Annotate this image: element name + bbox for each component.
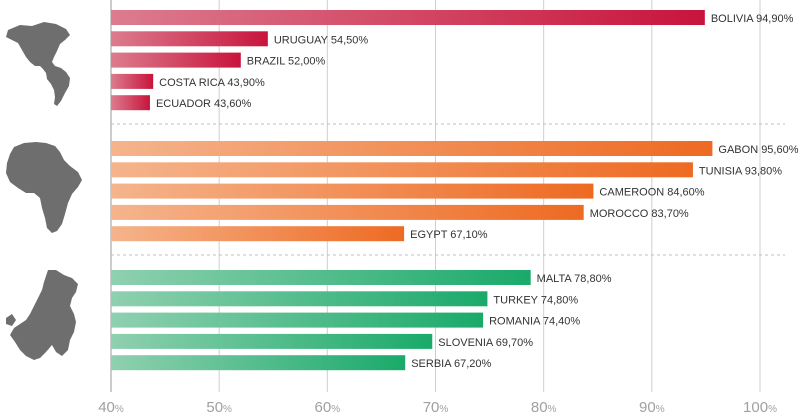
bar-value-label: BOLIVIA 94,90% (711, 13, 794, 25)
bar-value-label: EGYPT 67,10% (410, 229, 488, 241)
x-tick-label: 40% (98, 399, 124, 413)
x-tick-label: 100% (743, 399, 777, 413)
bar-value-label: CAMEROON 84,60% (599, 187, 704, 199)
bar-value-label: ECUADOR 43,60% (156, 98, 252, 110)
region-icons (6, 22, 82, 360)
americas-map-icon (6, 22, 70, 106)
bar-costa-rica (111, 73, 154, 89)
bar-value-label: ROMANIA 74,40% (489, 316, 580, 328)
x-tick-label: 80% (531, 399, 557, 413)
group-separators (111, 123, 785, 256)
bar-value-label: BRAZIL 52,00% (247, 56, 326, 68)
bar-brazil (111, 52, 241, 68)
bar-serbia (111, 355, 406, 371)
bar-value-label: GABON 95,60% (718, 144, 798, 156)
x-tick-label: 60% (315, 399, 341, 413)
bar-uruguay (111, 31, 268, 47)
bar-gabon (111, 141, 713, 156)
x-tick-label: 50% (206, 399, 232, 413)
bar-egypt (111, 226, 405, 242)
x-tick-label: 70% (423, 399, 449, 413)
bar-value-label: SERBIA 67,20% (411, 358, 491, 370)
bar-value-labels: BOLIVIA 94,90% URUGUAY 54,50% BRAZIL 52,00… (156, 13, 799, 370)
bar-value-label: TUNISIA 93,80% (699, 165, 782, 177)
bar-value-label: TURKEY 74,80% (493, 294, 578, 306)
bar-value-label: SLOVENIA 69,70% (438, 337, 533, 349)
bar-value-label: MOROCCO 83,70% (590, 208, 689, 220)
bar-cameroon (111, 183, 594, 199)
bar-value-label: COSTA RICA 43,90% (159, 77, 265, 89)
x-tick-label: 90% (639, 399, 665, 413)
bar-value-label: MALTA 78,80% (537, 273, 612, 285)
bar-malta (111, 270, 531, 285)
africa-map-icon (6, 142, 82, 233)
bar-morocco (111, 204, 584, 220)
bar-slovenia (111, 333, 433, 349)
bars (111, 10, 713, 371)
bar-ecuador (111, 95, 150, 111)
bar-turkey (111, 291, 488, 307)
europe-map-icon (6, 270, 78, 360)
x-axis-tick-labels: 40% 50% 60% 70% 80% 90% 100% (98, 399, 777, 413)
bar-tunisia (111, 162, 693, 178)
bar-value-label: URUGUAY 54,50% (274, 34, 369, 46)
bar-bolivia (111, 10, 705, 25)
bar-romania (111, 312, 484, 328)
